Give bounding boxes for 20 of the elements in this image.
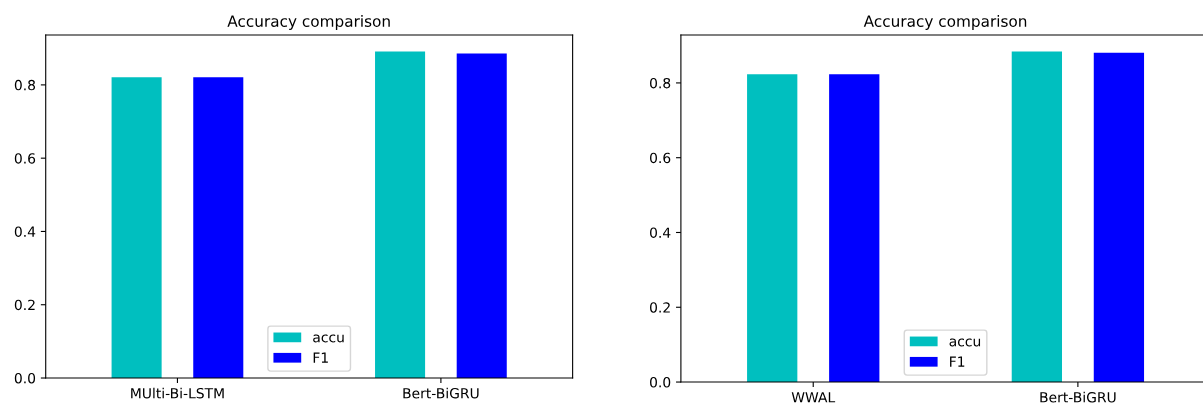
y-tick-label: 0.6 [650,152,671,164]
legend-label: accu [949,338,981,347]
y-tick-label: 0.2 [650,302,670,313]
x-tick-label: Bert-BiGRU [403,387,479,399]
legend-label: F1 [950,356,965,367]
y-tick-label: 0.6 [14,153,36,164]
y-tick-label: 0.2 [14,299,35,311]
chart-title: Accuracy comparison [863,15,1027,30]
chart-title: Accuracy comparison [227,15,390,30]
y-tick-label: 0.4 [14,226,36,237]
x-tick-label: WWAL [791,392,836,403]
y-tick-label: 0.8 [14,79,36,91]
x-tick-label: Bert-BiGRU [1040,391,1116,403]
x-tick-label: MUlti-Bi-LSTM [131,387,224,399]
legend-label: accu [313,334,344,343]
y-tick-label: 0.0 [14,372,36,384]
y-tick-label: 0.4 [650,227,671,238]
legend-label: F1 [313,352,328,363]
y-tick-label: 0.0 [650,377,671,388]
y-tick-label: 0.8 [650,77,671,89]
